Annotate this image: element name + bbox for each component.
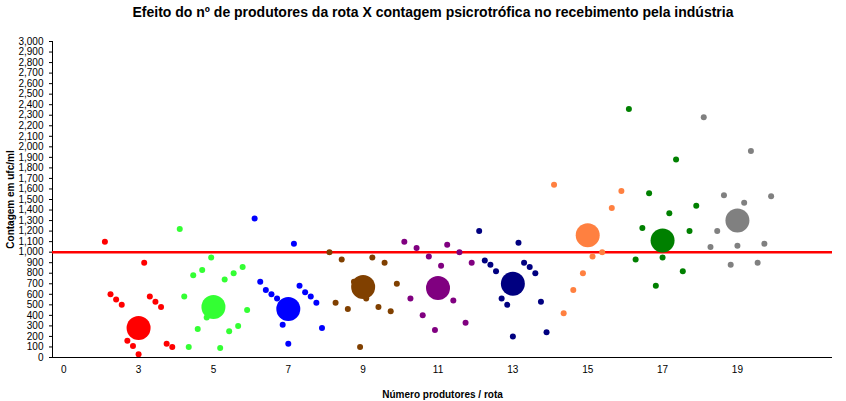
svg-text:5: 5	[211, 364, 217, 375]
svg-text:400: 400	[27, 310, 44, 321]
svg-text:15: 15	[582, 364, 594, 375]
svg-text:2,300: 2,300	[18, 109, 43, 120]
svg-text:Número produtores / rota: Número produtores / rota	[382, 389, 503, 400]
svg-text:1,800: 1,800	[18, 162, 43, 173]
svg-text:0: 0	[61, 364, 67, 375]
svg-text:300: 300	[27, 320, 44, 331]
svg-text:1,700: 1,700	[18, 173, 43, 184]
svg-text:1,000: 1,000	[18, 246, 43, 257]
svg-text:13: 13	[507, 364, 519, 375]
svg-text:3,000: 3,000	[18, 36, 43, 47]
svg-text:1,100: 1,100	[18, 236, 43, 247]
svg-text:2,200: 2,200	[18, 120, 43, 131]
svg-text:2,100: 2,100	[18, 131, 43, 142]
svg-text:7: 7	[286, 364, 292, 375]
svg-text:1,900: 1,900	[18, 152, 43, 163]
svg-text:1,200: 1,200	[18, 225, 43, 236]
svg-text:9: 9	[360, 364, 366, 375]
svg-text:Contagem em ufc/ml: Contagem em ufc/ml	[5, 150, 16, 249]
svg-text:19: 19	[732, 364, 744, 375]
html-text:Efeito do nº de produtores da: Efeito do nº de produtores da rota X con…	[132, 4, 734, 20]
svg-text:0: 0	[38, 352, 44, 363]
svg-text:200: 200	[27, 331, 44, 342]
svg-text:17: 17	[657, 364, 669, 375]
svg-text:2,400: 2,400	[18, 99, 43, 110]
svg-text:900: 900	[27, 257, 44, 268]
svg-text:2,600: 2,600	[18, 78, 43, 89]
svg-text:3: 3	[136, 364, 142, 375]
svg-text:2,900: 2,900	[18, 46, 43, 57]
svg-text:11: 11	[433, 364, 444, 375]
svg-text:2,800: 2,800	[18, 57, 43, 68]
svg-text:2,700: 2,700	[18, 67, 43, 78]
svg-text:2,500: 2,500	[18, 88, 43, 99]
svg-text:1,500: 1,500	[18, 194, 43, 205]
svg-text:2,000: 2,000	[18, 141, 43, 152]
svg-text:1,300: 1,300	[18, 215, 43, 226]
svg-text:800: 800	[27, 267, 44, 278]
svg-text:600: 600	[27, 289, 44, 300]
svg-text:500: 500	[27, 299, 44, 310]
svg-text:1,600: 1,600	[18, 183, 43, 194]
svg-text:100: 100	[27, 341, 44, 352]
svg-text:700: 700	[27, 278, 44, 289]
svg-text:1,400: 1,400	[18, 204, 43, 215]
